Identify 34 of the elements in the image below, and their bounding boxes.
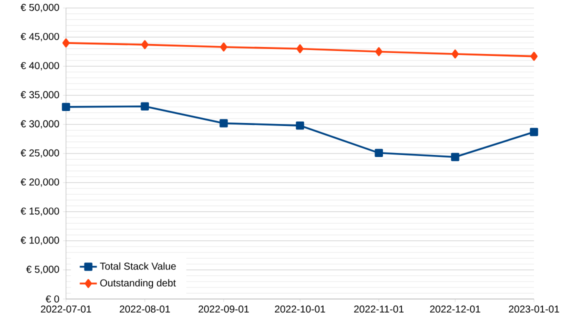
- y-tick-label: € 10,000: [20, 236, 60, 245]
- point: [375, 47, 382, 56]
- y-tick-label: € 45,000: [20, 32, 60, 42]
- point: [220, 119, 228, 128]
- point: [296, 121, 304, 130]
- x-tick-label: 2023-01-01: [508, 306, 560, 313]
- x-tick-label: 2022-08-01: [120, 306, 170, 313]
- point: [374, 148, 383, 158]
- legend-label: Total Stack Value: [100, 262, 176, 270]
- x-tick-label: 2022-09-01: [198, 306, 249, 313]
- point: [62, 102, 70, 112]
- y-tick-label: € 20,000: [20, 178, 60, 187]
- y-tick-label: € 30,000: [20, 120, 60, 129]
- y-tick-label: € 50,000: [20, 4, 60, 12]
- y-tick-label: € 0: [46, 295, 60, 303]
- y-tick-label: € 15,000: [20, 208, 60, 216]
- y-tick-label: € 40,000: [20, 62, 60, 70]
- x-tick-label: 2022-12-01: [430, 306, 480, 313]
- point: [141, 40, 148, 50]
- x-tick-label: 2022-07-01: [40, 306, 92, 313]
- x-tick-label: 2022-11-01: [354, 306, 404, 313]
- x-tick-label: 2022-10-01: [274, 306, 326, 313]
- point: [220, 42, 228, 52]
- y-tick-label: € 35,000: [20, 91, 60, 100]
- y-tick-label: € 5,000: [26, 266, 60, 274]
- point: [530, 128, 538, 136]
- legend-label: Outstanding debt: [100, 279, 176, 288]
- point: [451, 152, 460, 162]
- point: [62, 38, 70, 48]
- point: [140, 102, 149, 110]
- point: [296, 44, 304, 54]
- point: [452, 49, 459, 58]
- y-tick-label: € 25,000: [20, 149, 60, 158]
- point: [530, 52, 538, 61]
